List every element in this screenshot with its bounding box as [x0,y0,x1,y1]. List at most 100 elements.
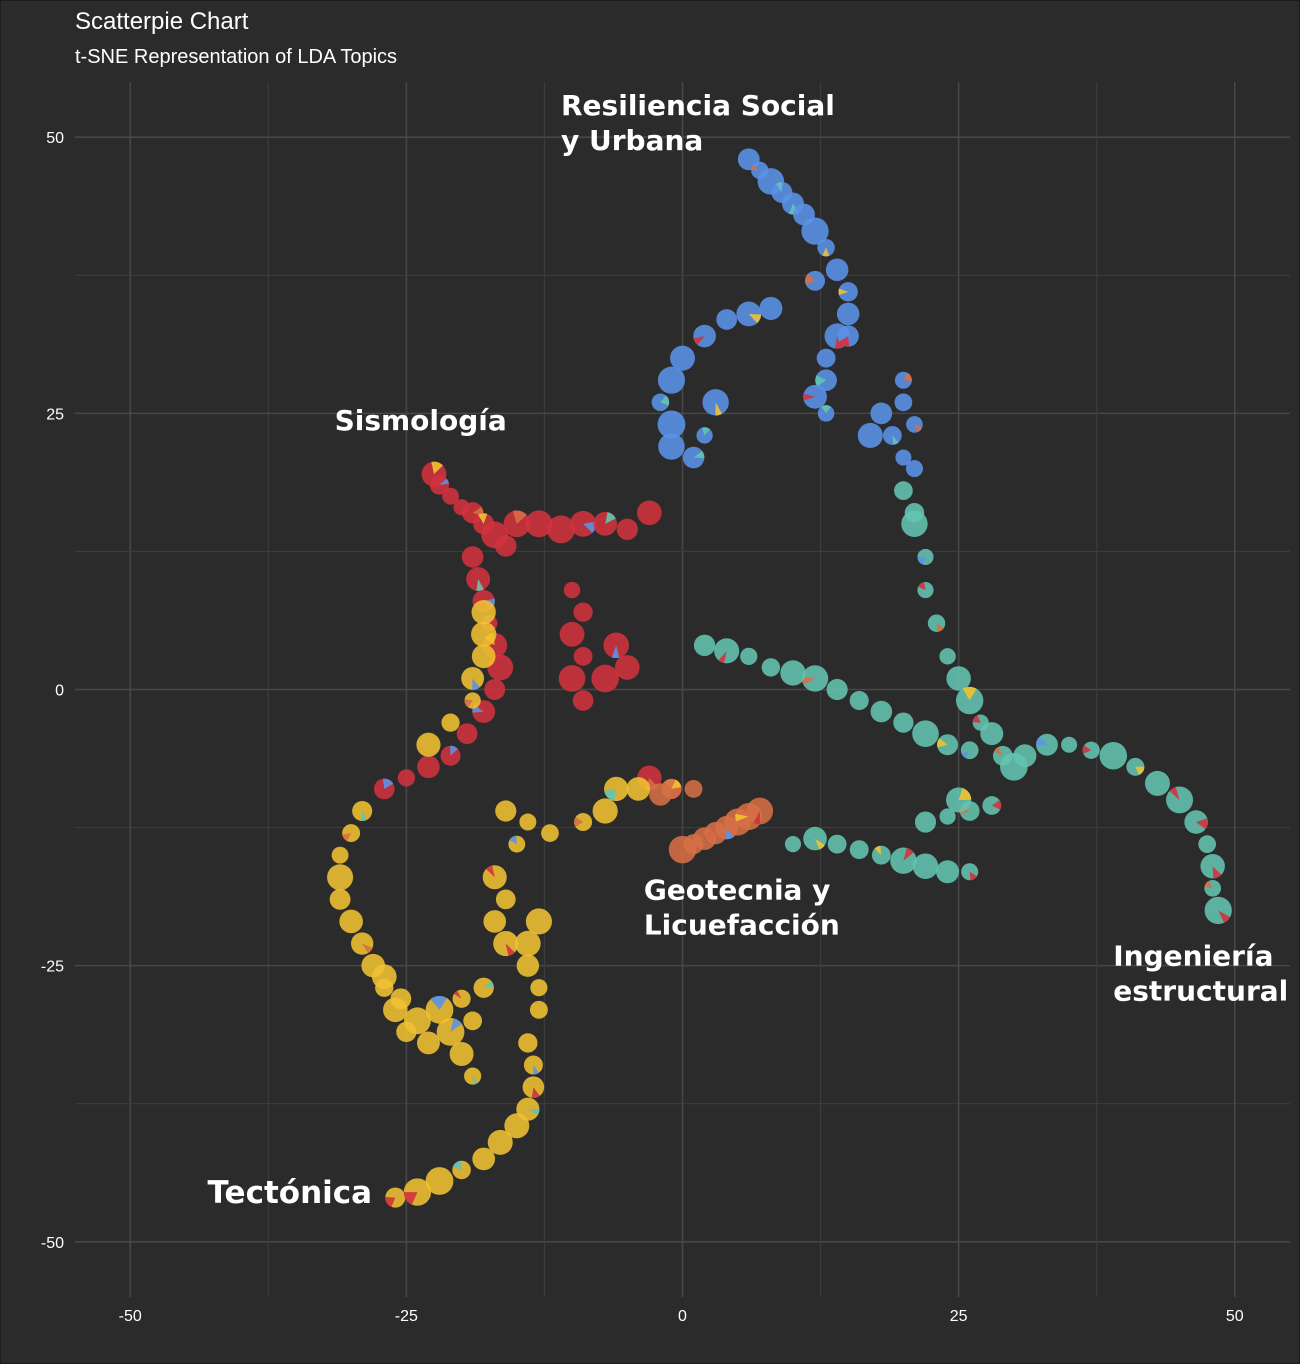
scatterpie-point [573,646,593,666]
y-tick-label: -50 [41,1235,64,1252]
x-tick-label: 25 [950,1308,968,1325]
y-tick-label: 50 [46,130,64,147]
pie-wedge [718,650,727,664]
chart-subtitle: t-SNE Representation of LDA Topics [75,46,398,68]
pie-wedge [611,645,620,659]
scatterpie-point [946,666,971,691]
scatterpie-point [371,964,397,990]
scatterpie-point [558,665,586,692]
pie-wedge [574,816,584,827]
pie-wedge [1082,745,1092,754]
pie-wedge [464,699,473,708]
pie-wedge [991,800,1002,810]
scatterpie-point [803,384,827,409]
scatterpie-point [559,621,585,647]
pie-wedge [903,847,914,861]
pie-wedge [505,943,515,956]
scatterpie-point [516,954,540,977]
scatterpie-point [541,824,559,842]
scatterpie-point [1184,810,1208,834]
pie-wedge [485,865,495,878]
scatterpie-point [895,449,912,466]
scatterpie-point [857,422,883,448]
pie-wedge [751,165,760,171]
pie-wedge [439,478,449,486]
scatterpie-point [417,755,440,779]
topic-label-line: Licuefacción [644,908,840,941]
pie-wedge [382,778,394,789]
scatterpie-point [591,664,619,693]
scatterpie-point [816,348,836,368]
scatterpie-point [637,500,662,526]
pie-wedge [822,247,830,257]
topic-label: Tectónica [208,1175,373,1211]
scatterpie-point [449,1042,474,1066]
scatterpie-point [912,720,939,748]
pie-wedge [483,980,494,988]
scatterpie-point [658,433,685,460]
pie-wedge [531,1087,540,1098]
scatterpie-point [716,309,738,330]
pie-wedge [472,678,480,690]
pie-wedge [1218,910,1231,923]
pie-wedge [512,510,527,524]
scatterpie-point [471,644,496,669]
x-tick-label: -50 [119,1308,142,1325]
pie-wedge [1135,766,1145,776]
scatterpie-point [471,621,497,647]
pie-wedge [815,838,825,850]
scatterpie-point [801,217,829,245]
scatterpie-point [912,853,939,880]
scatterpie-point [893,712,914,733]
topic-labels: Resiliencia Social y Urbana Sismología Geot… [208,89,1289,1211]
scatterpie-point [525,510,553,538]
pie-wedge [918,582,926,591]
scatterpie-point [815,369,837,392]
scatterpie-point [397,769,415,787]
scatterpie-point [849,840,869,860]
pie-wedge [583,521,597,533]
pie-wedge [450,1018,462,1032]
scatterpie-point [529,1000,548,1019]
scatterpie-point [519,813,537,831]
scatterpie-point [471,600,496,625]
pie-wedge [472,1076,479,1085]
scatterpie-point [827,834,847,854]
pie-wedge [993,746,1003,756]
pie-wedge [801,676,816,685]
scatterpie-point [1099,742,1128,770]
scatterpie-point [515,930,541,957]
pie-wedge [805,273,816,285]
pie-wedge [776,181,782,193]
topic-label: Geotecnia y Licuefacción [644,873,840,941]
pie-wedge [961,750,970,759]
scatterpie-point [904,502,925,523]
pie-wedge [715,402,723,416]
axis-ticks: -50 -25 0 25 50 50 25 0 -25 -50 [41,130,1244,1325]
scatterpie-point [1061,736,1078,753]
scatterpie-point [484,678,506,701]
scatterpie-point [939,808,956,825]
scatterpie-point [329,888,351,910]
scatterpie-point [914,811,937,833]
pie-wedge [1036,736,1047,746]
scatterpie-point [572,690,594,711]
pie-wedge [803,393,816,401]
pie-wedge [450,745,458,756]
pie-wedge [821,405,831,414]
pie-wedge [1196,818,1208,830]
grid [75,82,1290,1297]
scatterpie-point [483,910,507,933]
topic-label: Ingeniería estructural [1113,940,1288,1008]
scatterpie-point [939,648,956,665]
pie-wedge [748,313,762,324]
scatterpie-point [780,660,806,686]
scatterpie-point [696,427,713,444]
scatterpie-point [570,510,597,537]
pie-wedge [431,461,443,475]
chart-title: Scatterpie Chart [75,8,249,35]
pie-wedge [453,990,462,999]
pie-wedge [671,779,682,789]
